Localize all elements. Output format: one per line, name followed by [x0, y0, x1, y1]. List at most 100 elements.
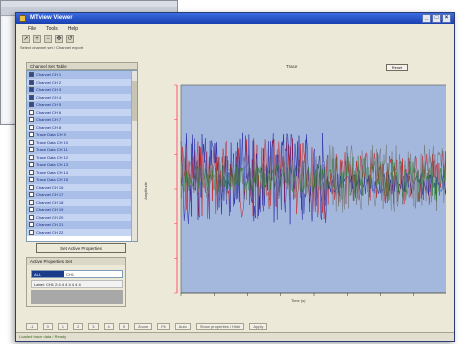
channel-label: Trace Data CH 13: [36, 162, 69, 167]
channel-checkbox[interactable]: [29, 177, 34, 183]
cursor-icon[interactable]: ➚: [22, 35, 30, 43]
channel-checkbox[interactable]: [29, 207, 34, 213]
bottom-control[interactable]: 2: [73, 322, 84, 330]
channel-checkbox[interactable]: [29, 72, 34, 78]
channel-item[interactable]: Trace Data CH 15: [27, 176, 137, 184]
channel-label: Channel CH 17: [36, 192, 64, 197]
selection-group-title: Active Properties Set: [27, 258, 125, 265]
app-icon: [19, 15, 26, 22]
channel-item[interactable]: Trace Data CH 14: [27, 168, 137, 176]
channel-item[interactable]: Channel CH 7: [27, 116, 137, 124]
channel-label: Channel CH 6: [36, 109, 62, 115]
channel-item[interactable]: Trace Data CH 10: [27, 138, 137, 146]
bottom-control[interactable]: 4: [103, 322, 114, 330]
channel-label: Trace Data CH 12: [36, 154, 69, 160]
channel-checkbox[interactable]: [29, 154, 34, 160]
channel-item[interactable]: Channel CH 21: [27, 221, 137, 229]
title-bar[interactable]: MTview Viewer _ □ ×: [16, 13, 454, 24]
channel-item[interactable]: Channel CH 16: [27, 183, 137, 191]
channel-checkbox[interactable]: [29, 79, 34, 85]
set-active-button[interactable]: Set Active Properties: [36, 243, 126, 253]
plot-reset-button[interactable]: Reset: [386, 64, 408, 71]
channel-item[interactable]: Trace Data CH 9: [27, 131, 137, 139]
channel-checkbox[interactable]: [29, 94, 34, 100]
channel-list-scrollbar[interactable]: [131, 71, 137, 241]
channel-checkbox[interactable]: [29, 117, 34, 123]
channel-label: Channel CH 18: [36, 199, 64, 205]
channel-item[interactable]: Trace Data CH 12: [27, 153, 137, 161]
path-line: Select channel set / Channel export: [20, 45, 84, 50]
plot-background: [180, 84, 446, 294]
channel-checkbox[interactable]: [29, 222, 34, 228]
channel-checkbox[interactable]: [29, 229, 34, 235]
channel-item[interactable]: Channel CH 18: [27, 198, 137, 206]
menu-file[interactable]: File: [28, 26, 37, 32]
channel-label: Trace Data CH 15: [36, 177, 69, 182]
minimize-button[interactable]: _: [422, 14, 431, 23]
bottom-control[interactable]: 0: [42, 322, 53, 330]
channel-label: Trace Data CH 10: [36, 139, 69, 145]
channel-item[interactable]: Channel CH 20: [27, 213, 137, 221]
channel-item[interactable]: Channel CH 6: [27, 108, 137, 116]
channel-label: Channel CH 7: [36, 117, 62, 122]
selection-group: Active Properties Set ALL CH1 Label: CH1…: [26, 257, 126, 307]
channel-checkbox[interactable]: [29, 102, 34, 108]
channel-checkbox[interactable]: [29, 109, 34, 115]
close-button[interactable]: ×: [442, 14, 451, 23]
bottom-control[interactable]: 1: [57, 322, 69, 330]
scrollbar-thumb[interactable]: [132, 81, 137, 121]
plot-area: Trace Reset Amplitude Time (s): [141, 62, 446, 317]
status-bar: Loaded trace data / Ready: [16, 332, 454, 341]
zoom-out-icon[interactable]: −: [44, 35, 52, 43]
menu-help[interactable]: Help: [67, 26, 79, 32]
channel-checkbox[interactable]: [29, 147, 34, 153]
maximize-button[interactable]: □: [432, 14, 441, 23]
selected-value[interactable]: ALL: [32, 271, 64, 277]
bottom-control[interactable]: Apply: [249, 322, 268, 330]
selection-empty-area: [31, 290, 123, 304]
channel-checkbox[interactable]: [29, 214, 34, 220]
channel-item[interactable]: Trace Data CH 13: [27, 161, 137, 169]
bottom-control[interactable]: Fit: [157, 322, 170, 330]
channel-item[interactable]: Trace Data CH 11: [27, 146, 137, 154]
bottom-control[interactable]: Zoom: [133, 322, 153, 330]
bottom-control[interactable]: -1: [26, 322, 38, 330]
channel-item[interactable]: Channel CH 8: [27, 123, 137, 131]
reset-icon[interactable]: ↺: [66, 35, 74, 43]
channel-checkbox[interactable]: [29, 169, 34, 175]
bottom-control[interactable]: 5: [118, 322, 129, 330]
channel-item[interactable]: Channel CH 1: [27, 71, 137, 79]
channel-item[interactable]: Channel CH 3: [27, 86, 137, 94]
channel-panel-header: Channel Set Table: [26, 62, 138, 70]
bottom-control[interactable]: Auto: [174, 322, 191, 330]
channel-item[interactable]: Channel CH 17: [27, 191, 137, 199]
channel-item[interactable]: Channel CH 2: [27, 78, 137, 86]
channel-label: Channel CH 20: [36, 214, 64, 220]
channel-checkbox[interactable]: [29, 87, 34, 93]
channel-item[interactable]: Channel CH 5: [27, 101, 137, 109]
channel-checkbox[interactable]: [29, 184, 34, 190]
channel-checkbox[interactable]: [29, 132, 34, 138]
channel-checkbox[interactable]: [29, 124, 34, 130]
channel-checkbox[interactable]: [29, 199, 34, 205]
y-axis-label: Amplitude: [143, 182, 148, 200]
channel-checkbox[interactable]: [29, 139, 34, 145]
channel-checkbox[interactable]: [29, 162, 34, 168]
channel-item[interactable]: Channel CH 22: [27, 228, 137, 236]
menu-tools[interactable]: Tools: [46, 26, 58, 32]
bottom-control[interactable]: Show properties / Hide: [195, 322, 245, 330]
selection-row[interactable]: Label: CH1 2:4 4 4 4 4 4 4: [31, 280, 123, 288]
zoom-in-icon[interactable]: +: [33, 35, 41, 43]
selection-field[interactable]: ALL CH1: [31, 270, 123, 278]
channel-label: Channel CH 5: [36, 102, 62, 107]
bottom-control[interactable]: 3: [88, 322, 99, 330]
channel-label: Trace Data CH 14: [36, 169, 69, 175]
channel-item[interactable]: Channel CH 19: [27, 206, 137, 214]
pan-icon[interactable]: ✥: [55, 35, 63, 43]
channel-label: Trace Data CH 11: [36, 147, 68, 152]
channel-label: Channel CH 4: [36, 94, 62, 100]
channel-item[interactable]: Channel CH 4: [27, 93, 137, 101]
trace-chart[interactable]: [141, 62, 446, 307]
channel-checkbox[interactable]: [29, 192, 34, 198]
bottom-controls: -1 0 1 2 3 4 5 Zoom Fit Auto Show properties / Hid…: [26, 321, 446, 331]
